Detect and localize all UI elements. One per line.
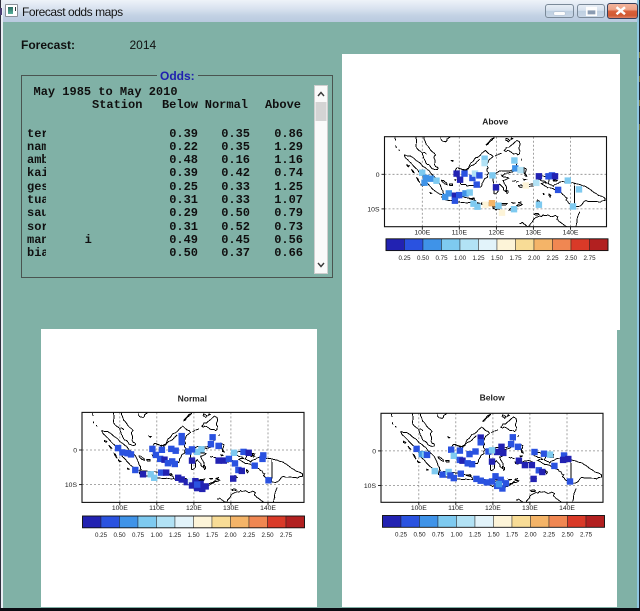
svg-text:110E: 110E (448, 505, 464, 512)
svg-text:100E: 100E (112, 505, 128, 512)
svg-text:2.50: 2.50 (261, 532, 274, 539)
svg-text:110E: 110E (452, 229, 468, 236)
svg-text:130E: 130E (522, 505, 538, 512)
svg-text:1.75: 1.75 (509, 255, 522, 262)
svg-text:2.75: 2.75 (280, 532, 293, 539)
svg-text:0: 0 (73, 448, 77, 455)
svg-text:10S: 10S (367, 207, 380, 214)
svg-text:1.00: 1.00 (454, 255, 467, 262)
svg-text:1.50: 1.50 (491, 255, 504, 262)
svg-text:110E: 110E (149, 505, 165, 512)
svg-text:2.00: 2.00 (524, 532, 537, 539)
svg-text:140E: 140E (559, 505, 575, 512)
svg-text:1.50: 1.50 (187, 532, 200, 539)
svg-text:1.50: 1.50 (487, 532, 500, 539)
svg-text:120E: 120E (485, 505, 501, 512)
svg-text:2.25: 2.25 (243, 532, 256, 539)
svg-text:2.25: 2.25 (546, 255, 559, 262)
svg-text:2.00: 2.00 (528, 255, 541, 262)
svg-text:0.75: 0.75 (132, 532, 145, 539)
svg-text:2.25: 2.25 (543, 532, 556, 539)
svg-text:100E: 100E (414, 229, 430, 236)
svg-text:1.25: 1.25 (472, 255, 485, 262)
svg-text:0.25: 0.25 (395, 532, 408, 539)
svg-text:0.75: 0.75 (432, 532, 445, 539)
svg-text:2.75: 2.75 (580, 532, 593, 539)
svg-text:140E: 140E (563, 229, 579, 236)
svg-text:1.25: 1.25 (169, 532, 182, 539)
svg-text:130E: 130E (525, 229, 541, 236)
svg-text:1.75: 1.75 (506, 532, 519, 539)
svg-text:10S: 10S (65, 482, 78, 489)
svg-text:1.25: 1.25 (469, 532, 482, 539)
svg-text:Normal: Normal (178, 394, 207, 404)
svg-text:2.00: 2.00 (224, 532, 237, 539)
svg-text:100E: 100E (411, 505, 427, 512)
svg-text:1.75: 1.75 (206, 532, 219, 539)
svg-text:0.50: 0.50 (113, 532, 126, 539)
svg-text:Above: Above (482, 117, 508, 127)
svg-text:1.00: 1.00 (150, 532, 163, 539)
svg-text:0.50: 0.50 (413, 532, 426, 539)
svg-text:0: 0 (372, 449, 376, 456)
svg-text:130E: 130E (223, 505, 239, 512)
svg-text:Below: Below (480, 393, 505, 403)
svg-text:2.50: 2.50 (565, 255, 578, 262)
svg-text:0.50: 0.50 (417, 255, 430, 262)
svg-text:0.25: 0.25 (95, 532, 108, 539)
svg-text:1.00: 1.00 (450, 532, 463, 539)
svg-text:0.75: 0.75 (435, 255, 448, 262)
svg-text:0: 0 (376, 172, 380, 179)
svg-text:120E: 120E (186, 505, 202, 512)
svg-text:0.25: 0.25 (398, 255, 411, 262)
svg-text:10S: 10S (364, 483, 377, 490)
svg-text:2.50: 2.50 (561, 532, 574, 539)
svg-text:2.75: 2.75 (583, 255, 596, 262)
svg-text:120E: 120E (488, 229, 504, 236)
svg-text:140E: 140E (260, 505, 276, 512)
